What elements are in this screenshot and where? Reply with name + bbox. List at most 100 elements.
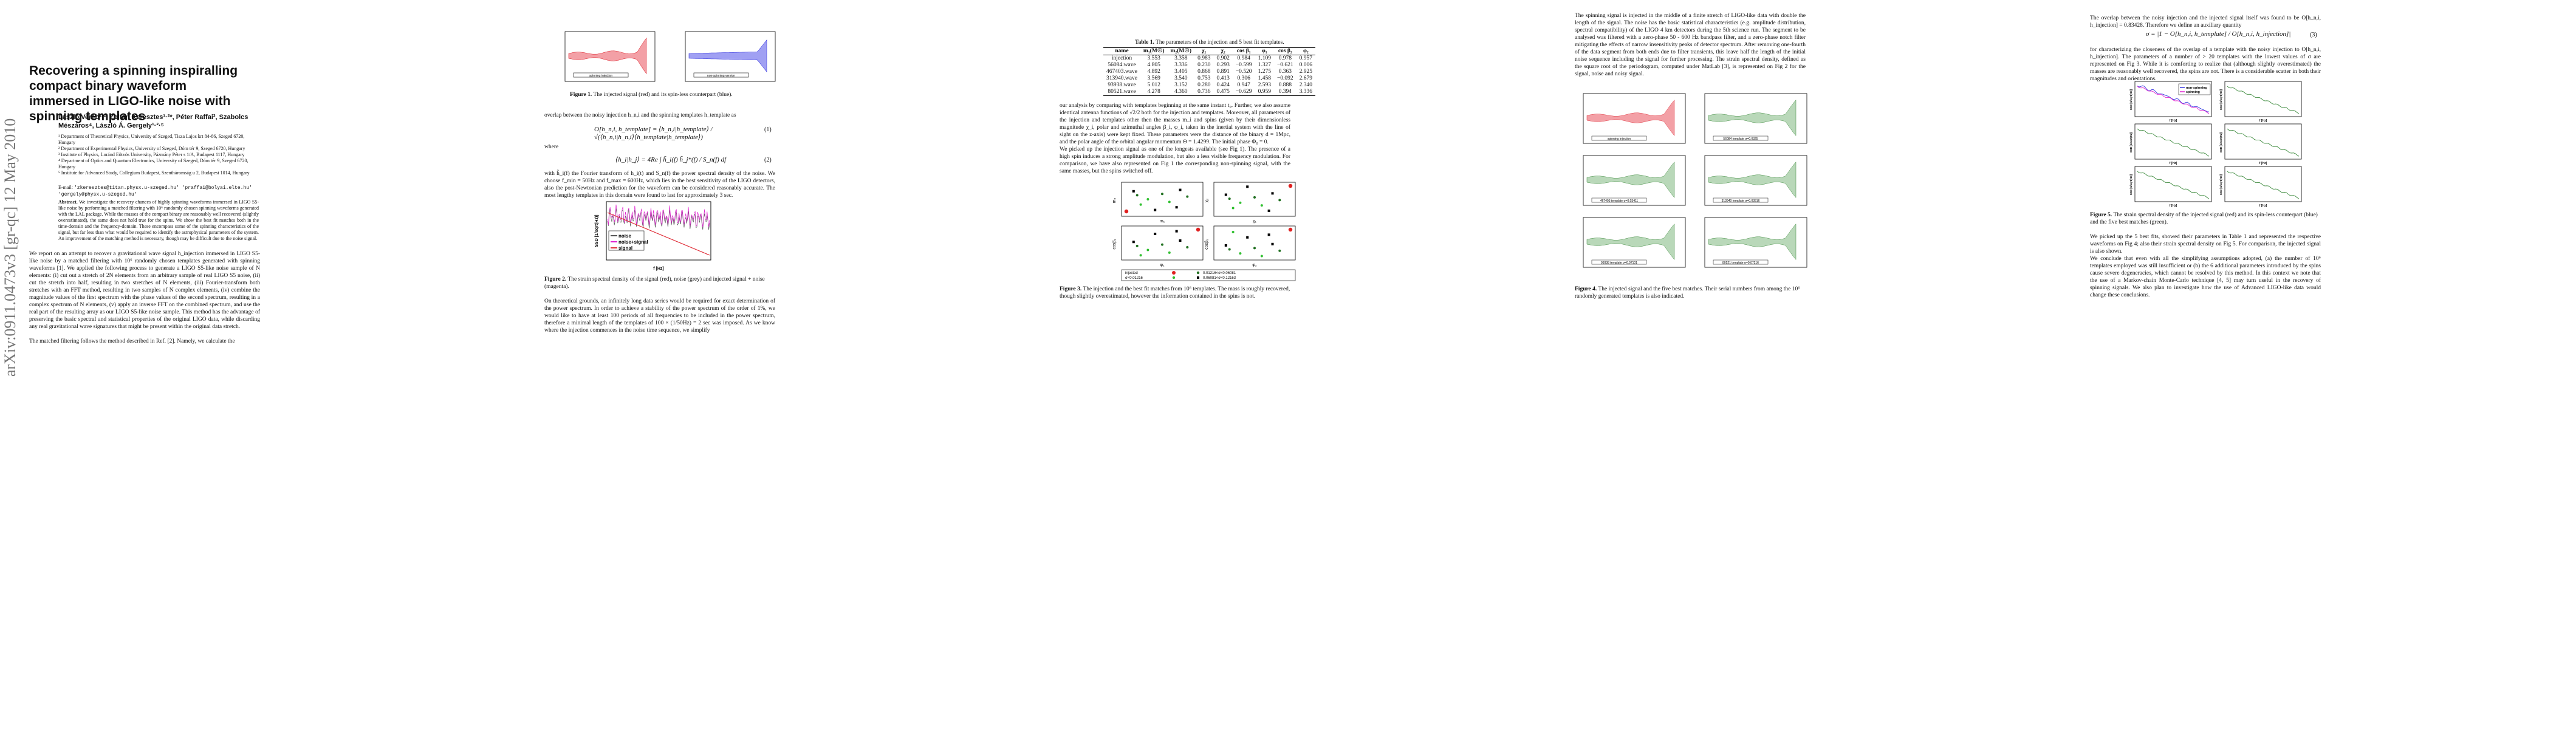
page-4: The spinning signal is injected in the m… (1546, 0, 2061, 729)
table-cell: 2.679 (1299, 75, 1313, 81)
table-cell: 3.540 (1174, 75, 1188, 81)
table-cell: 80521.wave (1108, 89, 1136, 95)
fig4-label-box (1591, 197, 1647, 203)
table-row: injection 3.553 3.358 0.983 0.902 0.984 1.109 0… (1103, 55, 1315, 63)
table-cell: 3.553 (1147, 55, 1160, 61)
equation-1: O[h_n,i, h_template] = ⟨h_n,i|h_template… (594, 126, 713, 141)
fig3-panel: φ₂ cosβ₂ (1205, 225, 1296, 267)
fig5-panel-frame (2134, 123, 2212, 160)
fig5-ylabel: SSD [1/sqrt(Hz)] (2129, 131, 2132, 152)
fig5-panel-frame (2134, 81, 2212, 117)
paper-authors: László Veréb¹·², Zoltán Keresztes¹·²*, P… (58, 114, 248, 129)
equation-2-number: (2) (764, 157, 772, 163)
fig3-point (1136, 244, 1139, 247)
fig3-ylabel: m₂ (1112, 197, 1117, 203)
table-cell: 0.424 (1216, 82, 1230, 88)
fig4-waveform (1586, 161, 1675, 199)
fig3-injected-point (1124, 209, 1129, 214)
fig1-label-nonspinning: non-spinning version (707, 74, 735, 78)
fig4-panel-frame (1583, 155, 1686, 206)
table-cell: 4.278 (1147, 89, 1160, 95)
table-row: 56084.wave 4.805 3.336 0.230 0.293 −0.599 1.32… (1103, 62, 1315, 69)
fig2-legend-signal: signal (618, 245, 632, 251)
table-cell: −0.621 (1276, 62, 1293, 68)
after-eq-text: with h̃_i(f) the Fourier transform of h_… (544, 171, 775, 199)
table-cell: −0.629 (1235, 89, 1252, 95)
fig2-series (607, 204, 710, 256)
fig4-waveform (1586, 223, 1675, 261)
fig3-panel: φ₁ cosβ₁ (1112, 225, 1204, 267)
fig3-point (1278, 249, 1281, 252)
fig3-panel: m₁ m₂ (1112, 182, 1204, 224)
fig5-template-line (2227, 128, 2300, 157)
bottom-text: On theoretical grounds, an infinitely lo… (544, 298, 775, 334)
affiliation: ⁴ Department of Optics and Quantum Elect… (58, 158, 248, 169)
table-cell: 0.891 (1216, 69, 1230, 75)
fig3-point (1154, 233, 1157, 236)
fig1-label-spinning: spinning injection (589, 74, 613, 78)
fig5-ylabel: SSD [1/sqrt(Hz)] (2129, 89, 2132, 110)
fig3-point (1239, 252, 1242, 255)
table-cell: 0.280 (1197, 82, 1211, 88)
fig2-xlabel: f [Hz] (653, 267, 664, 271)
fig3-point (1228, 248, 1231, 251)
fig3-point (1231, 230, 1235, 233)
fig5-panel: SSD [1/sqrt(Hz)] f [Hz] (2219, 123, 2302, 165)
affiliation: ³ Institute of Physics, Loránd Eötvös Un… (58, 152, 245, 157)
fig3-point (1231, 207, 1235, 210)
fig3-point (1186, 246, 1189, 249)
fig4-waveform (1708, 223, 1797, 261)
intro-paragraph: We report on an attempt to recover a gra… (29, 251, 260, 330)
fig3-point (1161, 243, 1163, 246)
fig3-point (1228, 197, 1231, 200)
table-row: 80521.wave 4.278 4.360 0.736 0.475 −0.629 0.95… (1103, 89, 1316, 96)
fig5-xlabel: f [Hz] (2170, 162, 2177, 165)
fig5-template-line (2137, 128, 2210, 157)
page3-text-2: We picked up the injection signal as one… (1060, 146, 1290, 174)
fig5-spinning-line (2137, 86, 2210, 114)
fig5-panel-frame (2224, 81, 2302, 117)
fig3-injected-point (1288, 227, 1293, 232)
fig1-nonspinning-waveform (688, 39, 767, 73)
fig3-point (1278, 199, 1281, 202)
fig3-xlabel: φ₁ (1160, 263, 1165, 267)
table-cell: 2.925 (1299, 69, 1313, 75)
table-cell: 93938.wave (1108, 82, 1136, 88)
fig4-panel: 467403 template σ=0.03411 (1583, 155, 1686, 206)
fig5-panel-frame (2224, 123, 2302, 160)
table-row: 93938.wave 5.012 3.152 0.280 0.424 0.947 2.593… (1103, 82, 1315, 89)
fig3-legend-sigma-high: 0.06081<σ<0.12163 (1203, 276, 1236, 280)
fig5-legend-nonspinning: non-spinning (2186, 86, 2207, 90)
fig4-label-box (1591, 259, 1647, 265)
fig5-panel: SSD [1/sqrt(Hz)] f [Hz] (2219, 81, 2302, 123)
fig3-xlabel: χ₁ (1253, 219, 1257, 224)
fig4-label-box (1591, 135, 1647, 141)
table-cell: 0.475 (1216, 89, 1230, 95)
overlap-text: overlap between the noisy injection h_n,… (544, 112, 736, 118)
table-cell: 3.569 (1147, 75, 1160, 81)
fig3-point (1146, 198, 1149, 200)
fig3-point (1139, 254, 1142, 257)
fig3-point (1186, 195, 1189, 198)
fig5-nonspinning-line (2137, 85, 2210, 112)
table-cell: 0.902 (1216, 55, 1230, 61)
table-cell: 0.984 (1237, 55, 1250, 61)
fig4-waveform (1586, 99, 1675, 137)
fig4-label: 93938 template σ=0.07101 (1601, 261, 1637, 265)
fig5-panel-frame (2134, 166, 2212, 202)
fig4-label: 56084 template σ=0.0325 (1723, 137, 1758, 141)
table-cell: −0.092 (1276, 75, 1293, 81)
table-cell: 1.109 (1258, 55, 1271, 61)
fig4-caption: Figure 4. The injected signal and the fi… (1575, 286, 1800, 299)
fig3-point (1260, 255, 1263, 258)
figure-4: spinning injection 56084 template σ=0.032… (1583, 93, 1807, 268)
fig4-panel: spinning injection (1583, 93, 1686, 144)
fig3-point (1260, 204, 1263, 207)
table1-caption: Table 1. The parameters of the injection… (1135, 39, 1284, 46)
fig3-point (1132, 241, 1135, 244)
equation-3-number: (3) (2310, 32, 2317, 38)
page5-text-3: We picked up the 5 best fits, showed the… (2090, 234, 2321, 255)
table-cell: 3.336 (1299, 89, 1313, 95)
page5-text-4: We conclude that even with all the simpl… (2090, 256, 2321, 298)
fig5-template-line (2227, 171, 2300, 199)
